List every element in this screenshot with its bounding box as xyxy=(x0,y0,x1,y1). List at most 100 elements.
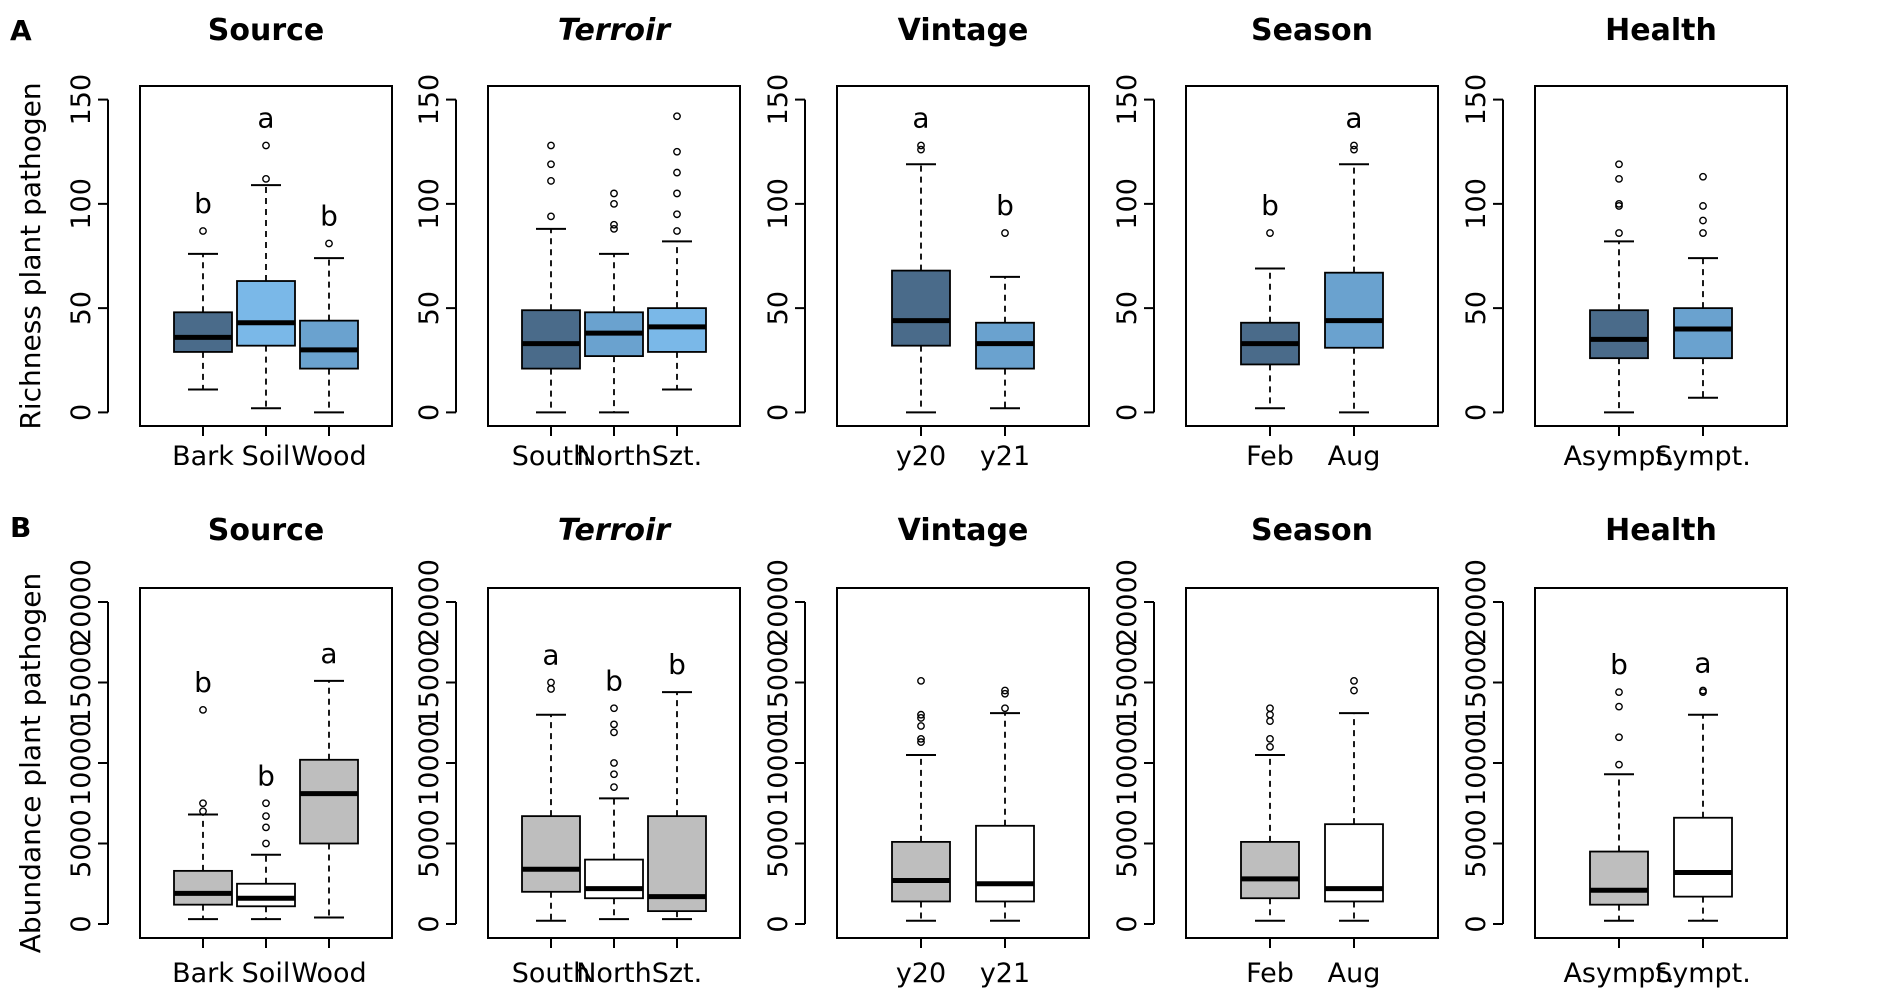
y-tick-label: 15000 xyxy=(763,640,794,726)
outlier-point xyxy=(673,227,681,235)
x-tick-label: Sympt. xyxy=(1655,441,1751,472)
outlier-point xyxy=(1266,717,1274,726)
y-tick-label: 20000 xyxy=(1461,559,1492,645)
box-iqr xyxy=(521,815,581,893)
panel-title: Health xyxy=(1605,513,1717,548)
outlier-point xyxy=(610,224,618,233)
y-tick-label: 15000 xyxy=(66,640,97,726)
significance-letter: a xyxy=(542,639,559,672)
x-tick-label: Wood xyxy=(291,958,366,989)
box-south: a South xyxy=(512,639,590,990)
box-y21: y21 xyxy=(975,686,1035,989)
box-wood: b Wood xyxy=(291,199,366,472)
x-tick-label: Bark xyxy=(172,958,234,989)
x-tick-label: Asympt. xyxy=(1563,441,1674,472)
y-tick-label: 150 xyxy=(414,74,445,126)
outlier-point xyxy=(547,212,555,221)
outlier-point xyxy=(673,147,681,156)
outlier-point xyxy=(1266,743,1274,751)
y-tick-label: 50 xyxy=(414,291,445,325)
y-tick-label: 0 xyxy=(66,404,97,421)
box-iqr xyxy=(1589,309,1649,360)
box-iqr xyxy=(299,319,359,370)
outlier-point xyxy=(1699,229,1707,237)
outlier-point xyxy=(1615,199,1623,208)
x-tick-label: Szt. xyxy=(652,958,702,989)
y-tick-label: 0 xyxy=(1112,404,1143,421)
y-tick-label: 50 xyxy=(1112,291,1143,325)
outlier-point xyxy=(262,812,270,821)
box-iqr xyxy=(236,882,296,908)
y-tick-label: 20000 xyxy=(763,559,794,645)
x-tick-label: Feb xyxy=(1246,958,1294,989)
outlier-point xyxy=(610,770,618,779)
plot-frame xyxy=(1534,85,1788,427)
outlier-point xyxy=(610,220,618,229)
y-tick-label: 0 xyxy=(1461,404,1492,421)
outlier-point xyxy=(1699,202,1707,210)
panel-title: Health xyxy=(1605,13,1717,48)
box-sympt: Sympt. xyxy=(1655,172,1751,472)
x-tick-label: Sympt. xyxy=(1655,958,1751,989)
box-iqr xyxy=(299,758,359,845)
y-tick-label: 100 xyxy=(763,178,794,230)
outlier-point xyxy=(199,227,207,235)
box-aug: Aug xyxy=(1324,676,1384,989)
y-tick-label: 5000 xyxy=(414,809,445,878)
outlier-point xyxy=(1266,734,1274,743)
outlier-point xyxy=(610,728,618,737)
outlier-point xyxy=(1350,141,1358,150)
outlier-point xyxy=(1615,160,1623,169)
outlier-point xyxy=(547,141,555,150)
outlier-point xyxy=(917,714,925,722)
y-tick-label: 50 xyxy=(1461,291,1492,325)
outlier-point xyxy=(262,823,270,832)
significance-letter: a xyxy=(1345,101,1362,134)
outlier-point xyxy=(262,174,270,183)
outlier-point xyxy=(1615,733,1623,742)
significance-letter: b xyxy=(320,199,338,232)
x-tick-label: y21 xyxy=(980,441,1030,472)
outlier-point xyxy=(1615,760,1623,769)
significance-letter: b xyxy=(605,664,623,697)
x-tick-label: South xyxy=(512,441,590,472)
plot-frame xyxy=(1185,587,1439,939)
outlier-point xyxy=(610,783,618,792)
panel-a-season: Season 0 50 100 150 b Feb a Aug xyxy=(1112,13,1439,472)
box-y20: y20 xyxy=(891,676,951,989)
outlier-point xyxy=(1615,174,1623,183)
outlier-point xyxy=(1001,704,1009,713)
y-tick-label: 150 xyxy=(66,74,97,126)
y-tick-label: 100 xyxy=(66,178,97,230)
significance-letter: b xyxy=(194,187,212,220)
box-iqr xyxy=(1673,816,1733,898)
box-iqr xyxy=(236,280,296,347)
box-wood: a Wood xyxy=(291,637,366,989)
y-tick-label: 10000 xyxy=(1461,720,1492,806)
x-tick-label: South xyxy=(512,958,590,989)
x-tick-label: Feb xyxy=(1246,441,1294,472)
x-tick-label: Wood xyxy=(291,441,366,472)
outlier-point xyxy=(673,210,681,219)
outlier-point xyxy=(1350,676,1358,685)
y-tick-label: 0 xyxy=(414,404,445,421)
box-iqr xyxy=(975,824,1035,903)
plot-frame xyxy=(1185,85,1439,427)
outlier-point xyxy=(1699,172,1707,181)
outlier-point xyxy=(325,239,333,248)
x-tick-label: y21 xyxy=(980,958,1030,989)
outlier-point xyxy=(1615,229,1623,237)
box-szt: b Szt. xyxy=(647,648,707,989)
outlier-point xyxy=(262,141,270,150)
significance-letter: b xyxy=(668,648,686,681)
x-tick-label: North xyxy=(576,958,652,989)
outlier-point xyxy=(262,839,270,848)
outlier-point xyxy=(547,160,555,169)
x-tick-label: Aug xyxy=(1328,441,1381,472)
outlier-point xyxy=(917,676,925,685)
box-iqr xyxy=(173,869,233,906)
